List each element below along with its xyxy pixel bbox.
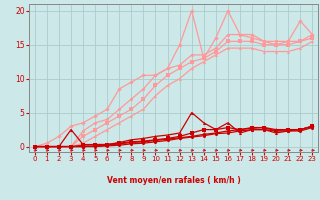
X-axis label: Vent moyen/en rafales ( km/h ): Vent moyen/en rafales ( km/h ) (107, 176, 240, 185)
